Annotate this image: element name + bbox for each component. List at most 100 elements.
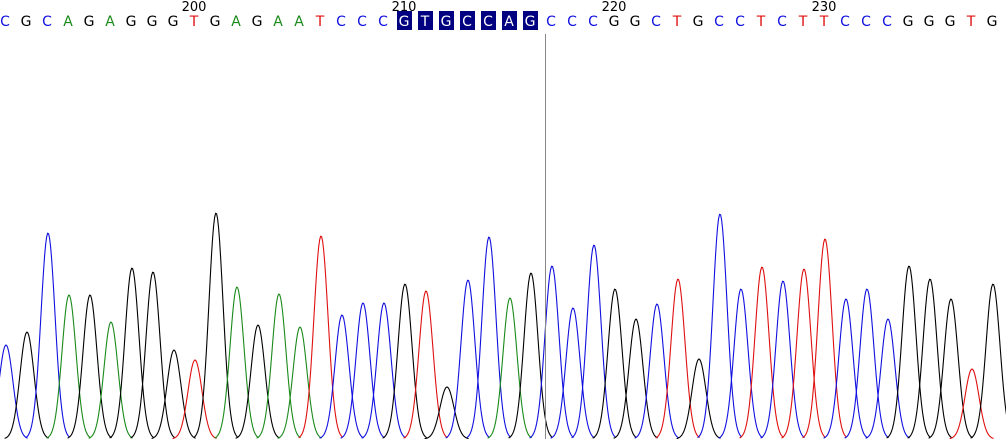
trace-peak [46,294,91,439]
trace-peak [823,298,868,439]
base-call: G [609,14,620,30]
base-call: T [798,14,808,30]
position-label: 220 [602,0,627,15]
trace-peak [340,302,385,439]
trace-peak [277,326,322,439]
trace-peak [214,286,259,439]
base-call: G [630,14,641,30]
base-call: T [189,14,199,30]
base-call: T [966,14,976,30]
base-call: C [462,14,472,30]
base-call: T [819,14,829,30]
base-call: G [903,14,914,30]
base-call: G [924,14,935,30]
base-call: G [525,14,536,30]
trace-peak [907,278,952,439]
base-highlight [397,11,412,30]
trace-peak [0,344,28,439]
base-call: G [168,14,179,30]
base-call: G [987,14,998,30]
base-highlight [481,11,496,30]
base-call: C [735,14,745,30]
trace-peak [928,298,973,439]
base-highlight [418,11,433,30]
base-call: G [945,14,956,30]
base-call: C [714,14,724,30]
trace-peak [151,349,196,439]
trace-peak [634,303,679,439]
trace-peak [571,244,616,439]
trace-peak [109,267,154,439]
base-call: A [63,14,73,30]
base-call: C [357,14,367,30]
trace-peak [298,235,343,439]
trace-peak [466,236,511,439]
trace-peak [886,265,931,439]
trace-peak [802,238,847,439]
trace-peak [130,271,175,439]
base-call: C [840,14,850,30]
trace-peak [739,266,784,439]
trace-peak [487,297,532,439]
trace-peak [613,318,658,439]
base-call: C [546,14,556,30]
trace-peak [172,359,217,439]
base-call: G [21,14,32,30]
trace-peak [781,268,826,439]
trace-peak [235,324,280,439]
base-call: C [651,14,661,30]
base-call: A [231,14,241,30]
trace-peak [256,293,301,439]
base-call: G [210,14,221,30]
trace-peak [193,212,239,439]
base-call: C [483,14,493,30]
trace-peak [319,314,364,439]
base-call: T [756,14,766,30]
base-call: G [147,14,158,30]
trace-peak [592,288,637,439]
trace-peak [361,302,406,439]
trace-peak [865,318,910,439]
base-call: C [336,14,346,30]
trace-peak [4,331,49,439]
base-call: C [567,14,577,30]
trace-peak [655,278,700,439]
base-call: A [294,14,304,30]
trace-peak [697,213,743,439]
trace-peak [88,321,133,439]
base-call: A [105,14,115,30]
base-call: C [882,14,892,30]
base-highlight [502,11,517,30]
trace-peak [718,288,763,439]
base-call: G [441,14,452,30]
base-call: G [84,14,95,30]
position-label: 210 [392,0,417,15]
base-call: G [126,14,137,30]
base-highlight [460,11,475,30]
base-call: G [252,14,263,30]
trace-peak [949,368,994,439]
base-highlight [523,11,538,30]
base-call: C [378,14,388,30]
trace-peak [760,280,805,439]
base-call: G [399,14,410,30]
position-label: 230 [812,0,837,15]
trace-peak [67,294,112,439]
base-call: C [588,14,598,30]
base-call: C [42,14,52,30]
trace-peak [529,265,574,439]
trace-peak [445,279,490,439]
base-call: A [504,14,514,30]
base-call: G [693,14,704,30]
position-label: 200 [182,0,207,15]
trace-peak [424,386,469,439]
base-call: A [273,14,283,30]
trace-peak [844,288,889,439]
trace-peak [403,290,448,439]
trace-peak [382,283,427,439]
trace-peak [970,283,1006,439]
base-call: C [777,14,787,30]
trace-peak [25,232,70,439]
base-call: T [672,14,682,30]
